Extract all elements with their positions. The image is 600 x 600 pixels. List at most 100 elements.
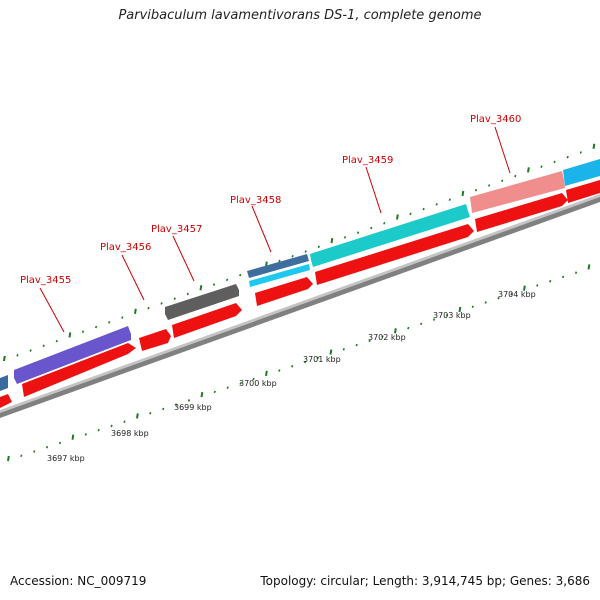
major-tick (587, 264, 591, 270)
minor-tick (187, 399, 191, 402)
gene-bar-plav-3460[interactable] (470, 171, 565, 213)
gene-label-plav-3458[interactable]: Plav_3458 (230, 195, 281, 206)
minor-tick (20, 454, 23, 458)
minor-tick (474, 188, 478, 192)
gene-bar-left-edge[interactable] (0, 375, 8, 391)
major-tick (458, 306, 462, 313)
minor-tick (110, 424, 113, 428)
feature-track (0, 159, 600, 391)
cds-arrow-plav-3455[interactable] (22, 343, 136, 397)
minor-tick (510, 292, 513, 296)
minor-tick (186, 292, 189, 296)
minor-tick (536, 284, 539, 287)
minor-tick (304, 250, 307, 253)
minor-tick (84, 433, 87, 436)
minor-tick (432, 318, 436, 321)
minor-tick (212, 283, 216, 286)
minor-tick (381, 335, 384, 338)
minor-tick (497, 296, 500, 300)
minor-tick (33, 450, 36, 453)
minor-tick (553, 160, 556, 164)
minor-tick (239, 382, 242, 385)
minor-tick (55, 339, 58, 343)
major-tick (71, 434, 75, 440)
minor-tick (121, 316, 124, 319)
upper-tick-track (3, 143, 596, 362)
kbp-scale-labels: 3697 kbp 3698 kbp 3699 kbp 3700 kbp 3701… (47, 290, 536, 463)
major-tick (265, 370, 268, 377)
gene-labels: Plav_3455 Plav_3456 Plav_3457 Plav_3458 … (20, 114, 521, 286)
accession-text: Accession: NC_009719 (10, 574, 147, 588)
minor-tick (162, 407, 165, 411)
gene-label-plav-3459[interactable]: Plav_3459 (342, 155, 393, 166)
minor-tick (252, 377, 255, 381)
minor-tick (29, 349, 32, 352)
cds-arrow-plav-3459[interactable] (315, 224, 474, 285)
kbp-label: 3700 kbp (239, 379, 277, 388)
minor-tick (303, 360, 307, 364)
cds-arrow-plav-3457[interactable] (172, 303, 242, 338)
minor-tick (501, 179, 504, 183)
minor-tick (356, 231, 360, 234)
gene-bar-plav-3457[interactable] (165, 284, 239, 320)
cds-arrow-left-edge[interactable] (0, 394, 12, 408)
major-tick (592, 143, 596, 149)
major-tick (527, 167, 530, 173)
genome-backbone (0, 194, 600, 418)
major-tick (394, 328, 397, 334)
minor-tick (566, 155, 569, 159)
label-leaders (39, 126, 511, 333)
minor-tick (422, 207, 425, 211)
minor-tick (239, 273, 242, 277)
minor-tick (383, 221, 386, 225)
gene-label-plav-3455[interactable]: Plav_3455 (20, 275, 71, 286)
minor-tick (549, 279, 552, 283)
minor-tick (579, 151, 582, 154)
kbp-label: 3702 kbp (368, 333, 406, 342)
gene-label-plav-3456[interactable]: Plav_3456 (100, 242, 151, 253)
minor-tick (445, 313, 449, 317)
gene-bar-plav-3455[interactable] (14, 326, 131, 384)
minor-tick (471, 305, 474, 309)
kbp-label: 3699 kbp (174, 403, 212, 412)
minor-tick (108, 320, 111, 324)
minor-tick (561, 275, 565, 279)
minor-tick (226, 386, 229, 389)
cds-arrow-plav-3460[interactable] (475, 193, 568, 232)
minor-tick (58, 441, 62, 445)
cds-track (0, 180, 600, 408)
minor-tick (160, 302, 163, 305)
kbp-label: 3704 kbp (498, 290, 536, 299)
minor-tick (81, 330, 85, 334)
cds-arrow-plav-3458[interactable] (255, 277, 313, 306)
kbp-label: 3701 kbp (303, 355, 341, 364)
gene-label-plav-3457[interactable]: Plav_3457 (151, 224, 202, 235)
minor-tick (94, 325, 98, 329)
major-tick (68, 332, 72, 338)
gene-bar-right-edge[interactable] (563, 159, 600, 186)
gene-label-plav-3460[interactable]: Plav_3460 (470, 114, 521, 125)
gene-bar-plav-3458-top[interactable] (247, 254, 309, 278)
major-tick (329, 349, 333, 355)
gene-bar-plav-3459[interactable] (310, 204, 470, 267)
minor-tick (316, 356, 320, 360)
minor-tick (435, 203, 438, 206)
cds-arrow-right-edge[interactable] (566, 180, 600, 203)
minor-tick (409, 212, 412, 216)
gene-bar-plav-3458-bottom[interactable] (249, 264, 310, 287)
minor-tick (291, 254, 294, 258)
minor-tick (484, 301, 487, 304)
major-tick (199, 285, 203, 291)
major-tick (523, 285, 526, 291)
minor-tick (487, 184, 491, 187)
minor-tick (448, 198, 451, 201)
minor-tick (174, 403, 178, 406)
minor-tick (420, 322, 423, 326)
cds-arrow-plav-3456[interactable] (139, 329, 171, 351)
minor-tick (540, 165, 543, 168)
minor-tick (149, 411, 152, 415)
topology-summary: Topology: circular; Length: 3,914,745 bp… (260, 574, 590, 588)
minor-tick (97, 428, 100, 432)
minor-tick (45, 445, 49, 449)
